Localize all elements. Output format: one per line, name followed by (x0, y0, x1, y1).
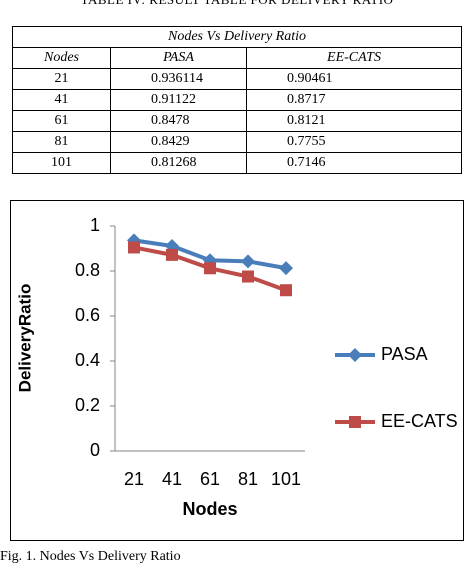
table-body: 21 0.936114 0.90461 41 0.91122 0.8717 61 0.8478… (12, 68, 462, 174)
legend-label: PASA (381, 344, 428, 364)
header-cell: EE-CATS (246, 47, 462, 69)
x-tick-label: 81 (238, 469, 258, 489)
y-tick-label: 0.6 (75, 305, 100, 325)
y-tick-label: 0.8 (75, 260, 100, 280)
table-cell: 0.8121 (246, 110, 462, 132)
y-tick-label: 0.2 (75, 395, 100, 415)
figure-caption: Fig. 1. Nodes Vs Delivery Ratio (0, 549, 181, 564)
data-point (242, 270, 254, 283)
legend-label: EE-CATS (381, 411, 458, 431)
x-tick-label: 61 (200, 469, 220, 489)
table-cell: 21 (12, 68, 111, 90)
table-row: 101 0.81268 0.7146 (12, 152, 462, 174)
table-row: 41 0.91122 0.8717 (12, 89, 462, 111)
table-row: 61 0.8478 0.8121 (12, 110, 462, 132)
result-table: Nodes Vs Delivery Ratio Nodes PASA EE-CA… (12, 26, 462, 174)
data-point (241, 254, 255, 269)
data-point (348, 348, 362, 362)
y-axis-label: DeliveryRatio (15, 284, 34, 393)
table-cell: 0.81268 (110, 152, 247, 174)
header-cell: PASA (110, 47, 247, 69)
table-caption: TABLE IV: RESULT TABLE FOR DELIVERY RATI… (0, 0, 474, 8)
table-cell: 0.90461 (246, 68, 462, 90)
y-tick-label: 0.4 (75, 350, 100, 370)
data-point (166, 248, 178, 261)
y-tick-label: 1 (90, 215, 100, 235)
x-tick-label: 101 (271, 469, 301, 489)
table-cell: 101 (12, 152, 111, 174)
data-point (128, 241, 140, 254)
data-point (204, 262, 216, 275)
table-cell: 0.91122 (110, 89, 247, 111)
x-tick-label: 41 (162, 469, 182, 489)
table-cell: 0.7146 (246, 152, 462, 174)
x-axis-label: Nodes (182, 499, 237, 519)
chart-border (10, 200, 464, 541)
table-row: 81 0.8429 0.7755 (12, 131, 462, 153)
data-point (279, 261, 293, 276)
data-point (280, 284, 292, 297)
y-tick-label: 0 (90, 440, 100, 460)
x-tick-label: 21 (124, 469, 144, 489)
data-point (349, 416, 361, 428)
